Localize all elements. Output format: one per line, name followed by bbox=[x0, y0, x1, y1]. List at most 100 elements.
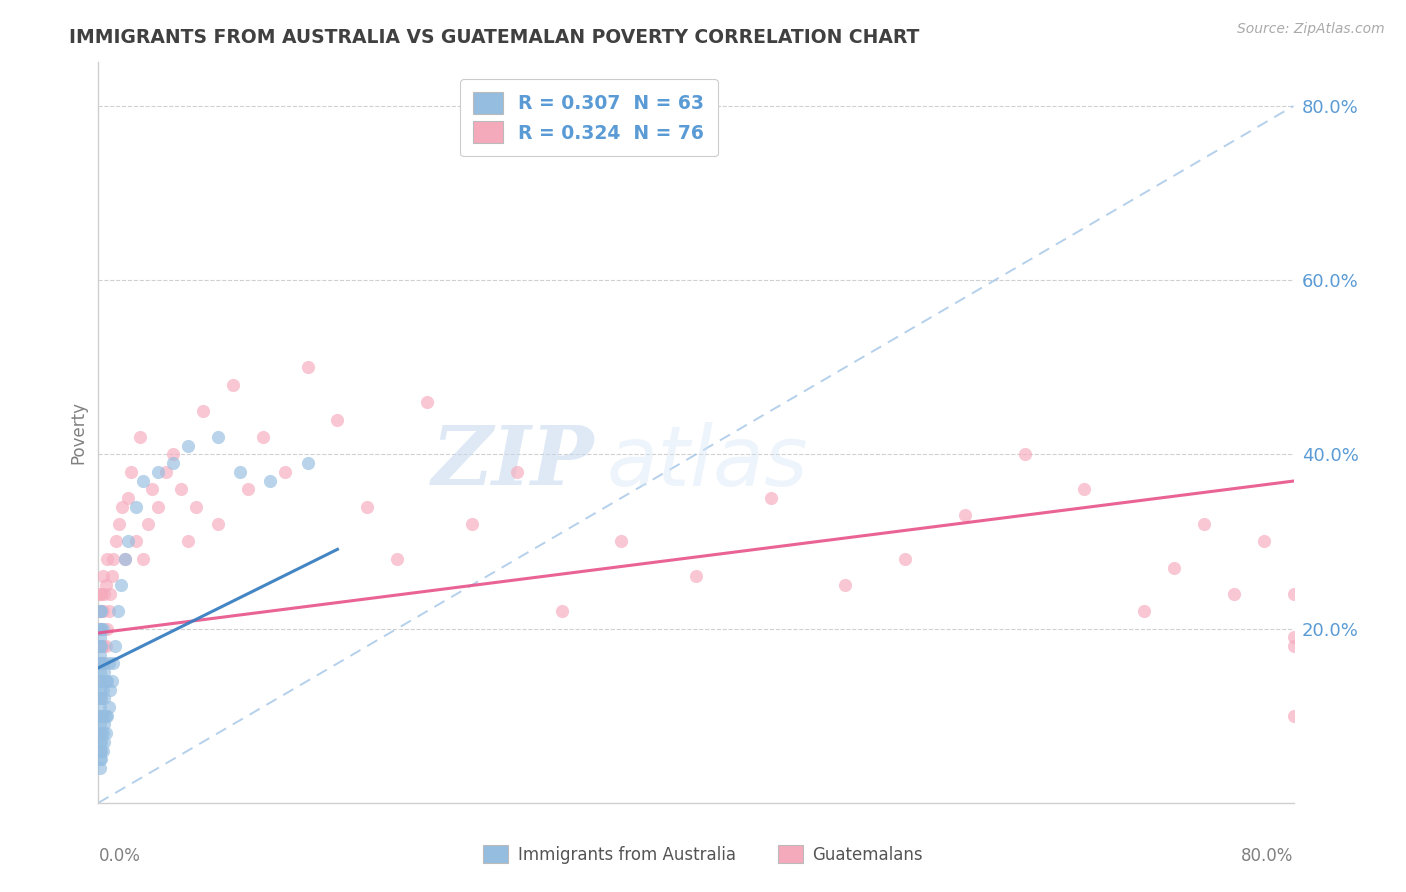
Point bbox=[1223, 587, 1246, 601]
Point bbox=[89, 639, 111, 653]
Point bbox=[274, 465, 297, 479]
Point bbox=[91, 604, 114, 618]
Point bbox=[91, 743, 114, 757]
Point bbox=[97, 657, 120, 671]
Point bbox=[89, 735, 111, 749]
Legend: Immigrants from Australia, Guatemalans: Immigrants from Australia, Guatemalans bbox=[477, 838, 929, 871]
Point bbox=[91, 708, 114, 723]
Point bbox=[107, 604, 129, 618]
Point bbox=[91, 682, 114, 697]
Point bbox=[326, 412, 349, 426]
Point bbox=[96, 673, 118, 688]
Text: ZIP: ZIP bbox=[432, 422, 595, 502]
Point bbox=[125, 534, 148, 549]
Point bbox=[89, 726, 111, 740]
Point bbox=[90, 673, 112, 688]
Point bbox=[1163, 560, 1185, 574]
Point bbox=[132, 474, 155, 488]
Point bbox=[141, 482, 163, 496]
Point bbox=[89, 752, 111, 766]
Point bbox=[89, 630, 111, 644]
Point bbox=[89, 726, 111, 740]
Point bbox=[610, 534, 633, 549]
Point bbox=[96, 622, 118, 636]
Point bbox=[108, 517, 131, 532]
Point bbox=[105, 534, 128, 549]
Point bbox=[90, 691, 112, 706]
Point bbox=[759, 491, 782, 505]
Point bbox=[90, 604, 112, 618]
Point bbox=[90, 743, 112, 757]
Point bbox=[136, 517, 159, 532]
Point bbox=[222, 377, 245, 392]
Point bbox=[252, 430, 274, 444]
Point bbox=[89, 761, 111, 775]
Point bbox=[96, 552, 118, 566]
Point bbox=[111, 500, 134, 514]
Point bbox=[89, 673, 111, 688]
Point bbox=[1014, 447, 1036, 461]
Point bbox=[506, 465, 529, 479]
Point bbox=[90, 622, 112, 636]
Point bbox=[91, 569, 114, 583]
Point bbox=[89, 604, 111, 618]
Text: 80.0%: 80.0% bbox=[1241, 847, 1294, 865]
Point bbox=[90, 639, 112, 653]
Text: 0.0%: 0.0% bbox=[98, 847, 141, 865]
Point bbox=[89, 639, 111, 653]
Point bbox=[177, 534, 200, 549]
Point bbox=[90, 604, 112, 618]
Point bbox=[90, 587, 112, 601]
Point bbox=[1253, 534, 1275, 549]
Point bbox=[97, 604, 120, 618]
Point bbox=[96, 708, 118, 723]
Point bbox=[89, 587, 111, 601]
Point bbox=[89, 708, 111, 723]
Point bbox=[385, 552, 409, 566]
Point bbox=[162, 447, 184, 461]
Point bbox=[90, 657, 112, 671]
Point bbox=[98, 682, 122, 697]
Point bbox=[155, 465, 177, 479]
Point bbox=[89, 691, 111, 706]
Point bbox=[169, 482, 191, 496]
Point bbox=[461, 517, 484, 532]
Point bbox=[685, 569, 707, 583]
Point bbox=[89, 622, 111, 636]
Point bbox=[120, 465, 142, 479]
Point bbox=[894, 552, 917, 566]
Point bbox=[90, 639, 112, 653]
Point bbox=[91, 622, 114, 636]
Point bbox=[90, 708, 112, 723]
Point bbox=[1282, 708, 1305, 723]
Point bbox=[89, 708, 111, 723]
Point bbox=[93, 717, 115, 731]
Point bbox=[103, 552, 125, 566]
Point bbox=[1073, 482, 1095, 496]
Point bbox=[94, 578, 117, 592]
Point bbox=[90, 726, 112, 740]
Point bbox=[114, 552, 136, 566]
Point bbox=[89, 665, 111, 680]
Point bbox=[1282, 639, 1305, 653]
Point bbox=[834, 578, 856, 592]
Point bbox=[90, 735, 112, 749]
Point bbox=[89, 657, 111, 671]
Point bbox=[229, 465, 252, 479]
Point bbox=[132, 552, 155, 566]
Point bbox=[356, 500, 378, 514]
Point bbox=[148, 500, 170, 514]
Point bbox=[191, 404, 214, 418]
Point bbox=[101, 673, 124, 688]
Point bbox=[93, 587, 115, 601]
Point bbox=[297, 456, 319, 470]
Point bbox=[236, 482, 259, 496]
Point bbox=[177, 439, 200, 453]
Point bbox=[953, 508, 976, 523]
Point bbox=[89, 682, 111, 697]
Point bbox=[259, 474, 281, 488]
Point bbox=[89, 657, 111, 671]
Point bbox=[91, 657, 114, 671]
Text: IMMIGRANTS FROM AUSTRALIA VS GUATEMALAN POVERTY CORRELATION CHART: IMMIGRANTS FROM AUSTRALIA VS GUATEMALAN … bbox=[69, 28, 920, 47]
Point bbox=[89, 743, 111, 757]
